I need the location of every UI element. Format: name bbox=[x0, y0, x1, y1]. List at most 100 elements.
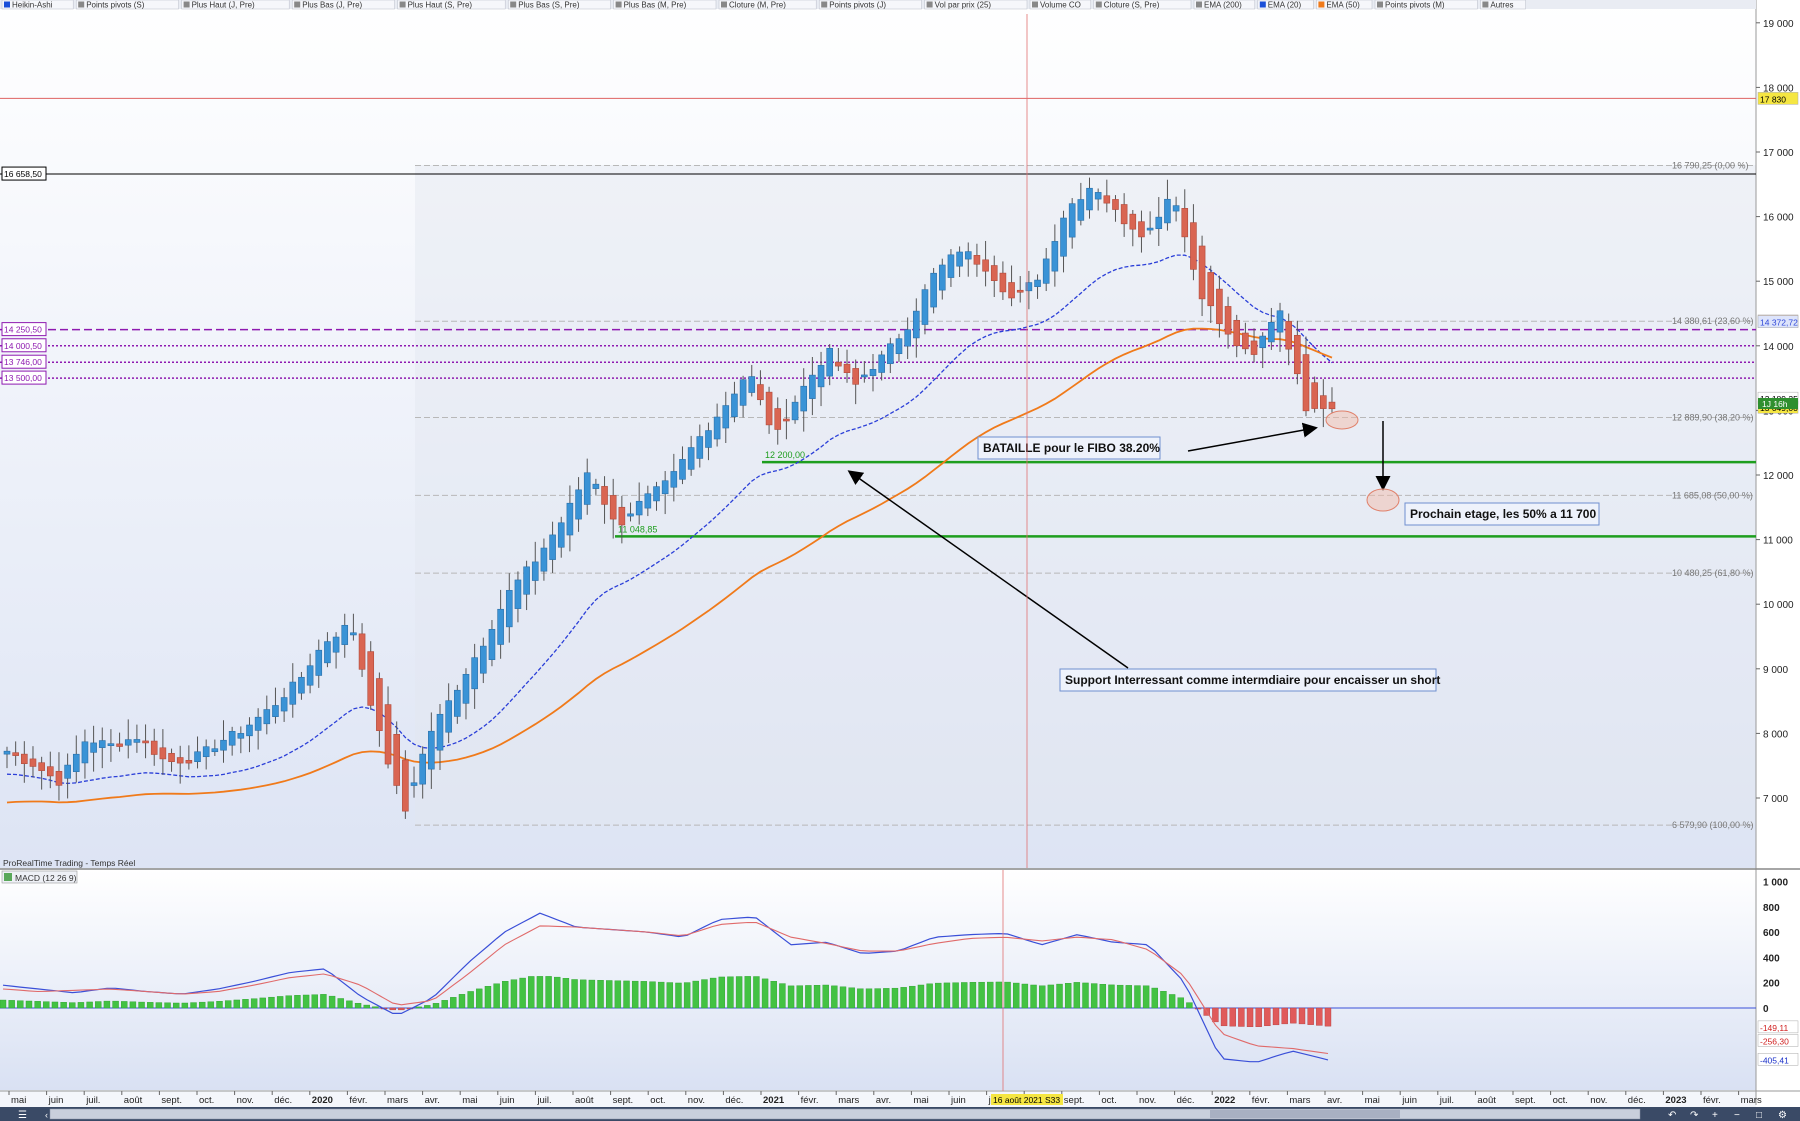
macd-histogram-bar bbox=[1047, 984, 1055, 1009]
candle bbox=[921, 289, 929, 325]
macd-histogram-bar bbox=[701, 979, 708, 1009]
indicator-toggle[interactable] bbox=[291, 0, 395, 10]
macd-histogram-bar bbox=[1125, 985, 1133, 1009]
time-tick-label: nov. bbox=[688, 1095, 705, 1106]
macd-histogram-bar bbox=[43, 1001, 50, 1009]
macd-histogram-bar bbox=[510, 979, 518, 1009]
macd-histogram-bar bbox=[164, 1002, 171, 1009]
fibonacci-label: 6 579,90 (100,00 %) bbox=[1672, 820, 1754, 830]
macd-histogram-bar bbox=[1212, 1007, 1219, 1023]
cursor-date-badge bbox=[991, 1094, 1063, 1105]
indicator-swatch bbox=[1482, 1, 1489, 8]
time-tick-label: 2021 bbox=[763, 1095, 785, 1106]
indicator-toggle[interactable] bbox=[1, 0, 74, 10]
time-tick-label: déc. bbox=[1177, 1095, 1195, 1106]
candle bbox=[990, 265, 998, 281]
indicator-toggle[interactable] bbox=[718, 0, 817, 10]
candle bbox=[635, 500, 643, 516]
indicator-toggle[interactable] bbox=[1093, 0, 1192, 10]
macd-histogram-bar bbox=[268, 996, 275, 1009]
macd-histogram-bar bbox=[354, 1002, 362, 1009]
countdown-label: 1J 16h bbox=[1762, 399, 1788, 409]
settings-icon[interactable]: ⚙ bbox=[1778, 1110, 1787, 1121]
indicator-label: Points pivots (S) bbox=[86, 1, 145, 10]
candle bbox=[912, 310, 920, 339]
time-tick-label: févr. bbox=[1703, 1095, 1721, 1106]
indicator-toggle[interactable] bbox=[507, 0, 611, 10]
candle bbox=[687, 447, 695, 470]
candle bbox=[1268, 322, 1275, 343]
indicator-toggle[interactable] bbox=[613, 0, 717, 10]
macd-histogram-bar bbox=[519, 977, 526, 1009]
indicator-toggle[interactable] bbox=[397, 0, 506, 10]
indicator-toggle[interactable] bbox=[181, 0, 290, 10]
scrollbar-thumb[interactable] bbox=[1210, 1110, 1400, 1118]
indicator-toggle[interactable] bbox=[1029, 0, 1092, 10]
macd-histogram-bar bbox=[683, 982, 691, 1009]
macd-histogram-bar bbox=[69, 1002, 76, 1009]
indicator-toggle[interactable] bbox=[1316, 0, 1373, 10]
time-tick-label: août bbox=[1477, 1095, 1496, 1106]
zoom-out-icon[interactable]: − bbox=[1734, 1110, 1740, 1121]
candle bbox=[982, 259, 989, 272]
time-tick-label: juin bbox=[499, 1095, 515, 1106]
time-tick-label: mai bbox=[1365, 1095, 1380, 1106]
horizontal-scrollbar[interactable] bbox=[49, 1108, 1641, 1120]
price-tick-label: 7 000 bbox=[1763, 794, 1788, 805]
annotation-text: BATAILLE pour le FIBO 38.20% bbox=[983, 441, 1160, 455]
candle bbox=[202, 746, 210, 758]
indicator-swatch bbox=[615, 1, 622, 8]
level-label: 11 048,85 bbox=[618, 524, 657, 534]
macd-histogram-bar bbox=[562, 978, 570, 1009]
price-tick-label: 9 000 bbox=[1763, 665, 1788, 676]
indicator-toggle[interactable] bbox=[1193, 0, 1256, 10]
candle bbox=[835, 361, 842, 367]
candle bbox=[878, 354, 885, 373]
macd-histogram-bar bbox=[909, 985, 916, 1009]
macd-histogram-bar bbox=[1142, 985, 1150, 1009]
candle bbox=[350, 632, 357, 636]
price-axis-panel bbox=[1756, 0, 1800, 1121]
annotation-box[interactable] bbox=[1404, 502, 1600, 526]
indicator-toggle[interactable] bbox=[1374, 0, 1478, 10]
indicator-toggle[interactable] bbox=[75, 0, 179, 10]
candle bbox=[1016, 289, 1024, 293]
indicator-toggle[interactable] bbox=[924, 0, 1028, 10]
macd-histogram-bar bbox=[441, 1000, 448, 1009]
candle bbox=[713, 416, 721, 440]
candle bbox=[774, 408, 782, 430]
macd-histogram-bar bbox=[1056, 983, 1063, 1009]
macd-histogram-bar bbox=[649, 981, 656, 1009]
annotation-box[interactable] bbox=[1059, 668, 1437, 692]
undo-icon[interactable]: ↶ bbox=[1668, 1110, 1676, 1121]
macd-histogram-bar bbox=[294, 995, 301, 1009]
indicator-toggle[interactable] bbox=[1257, 0, 1314, 10]
indicator-swatch bbox=[510, 1, 517, 8]
indicator-toggle[interactable] bbox=[818, 0, 922, 10]
price-tick-label: 18 000 bbox=[1763, 83, 1794, 94]
annotation-box[interactable] bbox=[977, 436, 1161, 460]
macd-histogram-bar bbox=[571, 979, 578, 1009]
candle bbox=[298, 676, 305, 694]
price-tick-label: 11 000 bbox=[1763, 536, 1793, 547]
candle bbox=[159, 747, 167, 760]
candle bbox=[38, 762, 45, 771]
price-axis-badge-label: 17 830 bbox=[1760, 94, 1786, 104]
candle bbox=[887, 343, 894, 364]
menu-icon[interactable]: ☰ bbox=[18, 1110, 27, 1121]
macd-histogram-bar bbox=[692, 980, 699, 1009]
indicator-toggle[interactable] bbox=[1480, 0, 1526, 10]
candle bbox=[185, 760, 193, 764]
macd-legend-box[interactable] bbox=[1, 870, 78, 884]
redo-icon[interactable]: ↷ bbox=[1690, 1110, 1699, 1121]
candle bbox=[254, 716, 262, 731]
candle bbox=[90, 742, 97, 753]
scroll-left-icon[interactable]: ‹ bbox=[45, 1110, 48, 1120]
ema-50-line bbox=[6, 327, 1333, 804]
zoom-in-icon[interactable]: + bbox=[1712, 1110, 1718, 1121]
candle bbox=[1094, 192, 1102, 200]
zoom-fit-icon[interactable]: □ bbox=[1756, 1110, 1762, 1121]
candle bbox=[1051, 241, 1059, 272]
candle bbox=[1328, 401, 1336, 410]
